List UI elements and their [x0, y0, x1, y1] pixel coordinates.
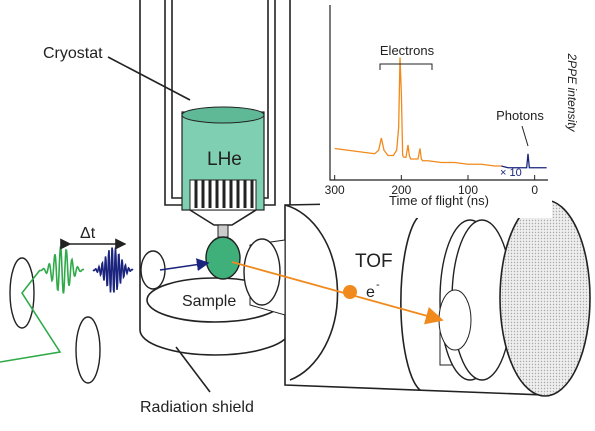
tof-label: TOF — [355, 251, 393, 272]
x-tick-label: 300 — [325, 183, 345, 197]
radiation-shield-label: Radiation shield — [140, 399, 254, 416]
sample-label: Sample — [182, 293, 236, 310]
delta-t-label: Δt — [80, 225, 96, 242]
blue-pulse — [93, 248, 133, 293]
tof-drawing — [244, 200, 590, 396]
annotation: × 10 — [500, 167, 522, 179]
x-tick-label: 0 — [531, 183, 538, 197]
green-pulse — [40, 247, 84, 294]
figure: Cryostat LHe Δt Sample TOF e - Radiation… — [0, 0, 595, 426]
annotation: Photons — [496, 108, 544, 123]
cryostat-label: Cryostat — [43, 45, 103, 62]
electron-label: e — [366, 284, 375, 301]
x-axis-title: Time of flight (ns) — [389, 193, 489, 208]
annotation: Electrons — [380, 43, 435, 58]
y-axis-title: 2PPE intensity — [565, 52, 579, 132]
electron-charge: - — [376, 279, 380, 291]
electron-dot — [343, 285, 357, 299]
cryostat-drawing — [165, 0, 275, 279]
lhe-label: LHe — [207, 149, 242, 170]
